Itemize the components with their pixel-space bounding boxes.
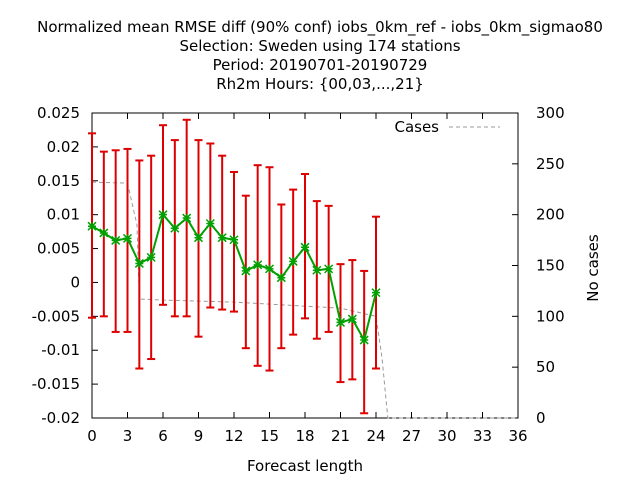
- data-point: [158, 210, 168, 220]
- data-point: [324, 264, 334, 274]
- y2-tick-label: 300: [536, 104, 565, 122]
- data-point: [111, 235, 121, 245]
- data-point: [229, 235, 239, 245]
- y-tick-label: 0.02: [47, 138, 80, 156]
- x-tick-label: 24: [366, 427, 385, 445]
- x-tick-label: 18: [295, 427, 314, 445]
- data-point: [264, 264, 275, 274]
- y2-tick-label: 100: [536, 307, 565, 325]
- x-tick-label: 12: [224, 427, 243, 445]
- x-tick-label: 15: [260, 427, 279, 445]
- y2-tick-label: 50: [536, 358, 555, 376]
- x-tick-label: 0: [87, 427, 97, 445]
- y2-tick-label: 0: [536, 409, 546, 427]
- y-tick-label: -0.015: [32, 375, 80, 393]
- title-line-4: Rh2m Hours: {00,03,...,21}: [216, 75, 424, 93]
- legend-label-cases: Cases: [394, 118, 439, 136]
- y2-axis-label: No cases: [584, 234, 602, 302]
- data-point: [205, 218, 215, 229]
- x-tick-label: 30: [437, 427, 456, 445]
- data-point: [347, 314, 357, 324]
- data-point: [276, 273, 286, 283]
- y-tick-label: -0.005: [32, 307, 80, 325]
- main-series-markers: [87, 210, 381, 345]
- data-point: [371, 288, 381, 298]
- data-point: [182, 213, 192, 223]
- data-point: [241, 266, 251, 276]
- y-axis-right: 300 250 200 150 100 50 0: [512, 104, 565, 427]
- x-tick-label: 21: [331, 427, 350, 445]
- y-tick-label: 0.01: [47, 206, 80, 224]
- data-point: [146, 252, 156, 262]
- data-point: [288, 256, 298, 266]
- data-point: [87, 221, 97, 231]
- x-tick-label: 6: [158, 427, 168, 445]
- y-tick-label: 0: [70, 273, 80, 291]
- data-point: [217, 233, 227, 243]
- data-point: [99, 228, 109, 238]
- data-point: [193, 233, 204, 243]
- legend: Cases: [394, 118, 500, 136]
- x-tick-label: 9: [194, 427, 204, 445]
- x-tick-label: 27: [402, 427, 421, 445]
- y2-tick-label: 200: [536, 206, 565, 224]
- data-point: [359, 335, 369, 345]
- y-tick-label: 0.005: [37, 240, 80, 258]
- x-axis-label: Forecast length: [247, 457, 363, 475]
- data-point: [300, 242, 310, 252]
- y-tick-label: 0.025: [37, 104, 80, 122]
- title-line-1: Normalized mean RMSE diff (90% conf) iob…: [37, 18, 603, 37]
- y-tick-label: -0.02: [41, 409, 80, 427]
- data-point: [335, 317, 346, 327]
- y-axis-left: 0.025 0.02 0.015 0.01 0.005 0 -0.005 -0.01 -0.01…: [32, 104, 98, 427]
- data-point: [170, 223, 180, 233]
- data-point: [122, 233, 133, 243]
- title-line-3: Period: 20190701-20190729: [213, 56, 428, 74]
- x-tick-label: 36: [508, 427, 527, 445]
- data-point: [312, 265, 322, 275]
- x-axis: 0 3 6 9 12 15 18 21 24 27 30 33 36: [87, 113, 528, 445]
- chart-title: Normalized mean RMSE diff (90% conf) iob…: [37, 18, 603, 93]
- x-tick-label: 3: [123, 427, 133, 445]
- y2-tick-label: 150: [536, 257, 565, 275]
- x-tick-label: 33: [473, 427, 492, 445]
- y-tick-label: 0.015: [37, 172, 80, 190]
- data-point: [253, 260, 263, 270]
- error-bars: [88, 118, 380, 415]
- y-tick-label: -0.01: [41, 341, 80, 359]
- data-point: [134, 258, 144, 268]
- y2-tick-label: 250: [536, 155, 565, 173]
- title-line-2: Selection: Sweden using 174 stations: [179, 37, 460, 55]
